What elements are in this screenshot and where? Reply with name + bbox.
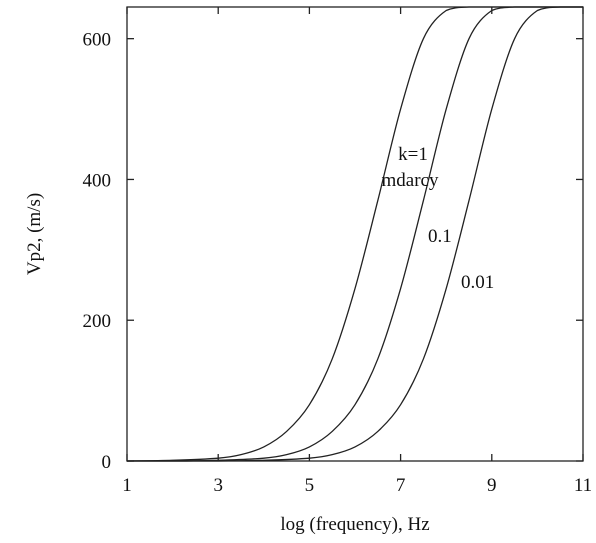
curves <box>126 6 583 462</box>
x-tick-label: 9 <box>487 475 497 496</box>
x-tick-label: 11 <box>574 475 592 496</box>
annotation-k-line1: k=1 <box>398 144 428 165</box>
x-tick-label: 5 <box>305 475 315 496</box>
x-axis-label: log (frequency), Hz <box>280 514 429 535</box>
axis-ticks <box>126 7 584 462</box>
x-tick-label: 3 <box>213 475 223 496</box>
annotation-k-line2: mdarcy <box>382 170 439 191</box>
y-tick-labels: 0 200 400 600 <box>83 30 112 473</box>
plot-frame <box>126 6 584 462</box>
series-line-2 <box>127 6 583 462</box>
y-axis-label: Vp2, (m/s) <box>24 193 45 275</box>
series-line-1 <box>126 6 583 462</box>
y-tick-label: 200 <box>83 311 112 332</box>
y-tick-label: 0 <box>102 452 112 473</box>
annotation-curve-0-1: 0.1 <box>428 226 452 247</box>
y-tick-label: 400 <box>83 170 112 191</box>
x-tick-label: 7 <box>396 475 406 496</box>
x-tick-label: 1 <box>122 475 132 496</box>
series-line-3 <box>127 6 583 462</box>
y-tick-label: 600 <box>83 30 112 51</box>
annotation-curve-0-01: 0.01 <box>461 272 494 293</box>
x-tick-labels: 1 3 5 7 9 11 <box>122 475 592 496</box>
